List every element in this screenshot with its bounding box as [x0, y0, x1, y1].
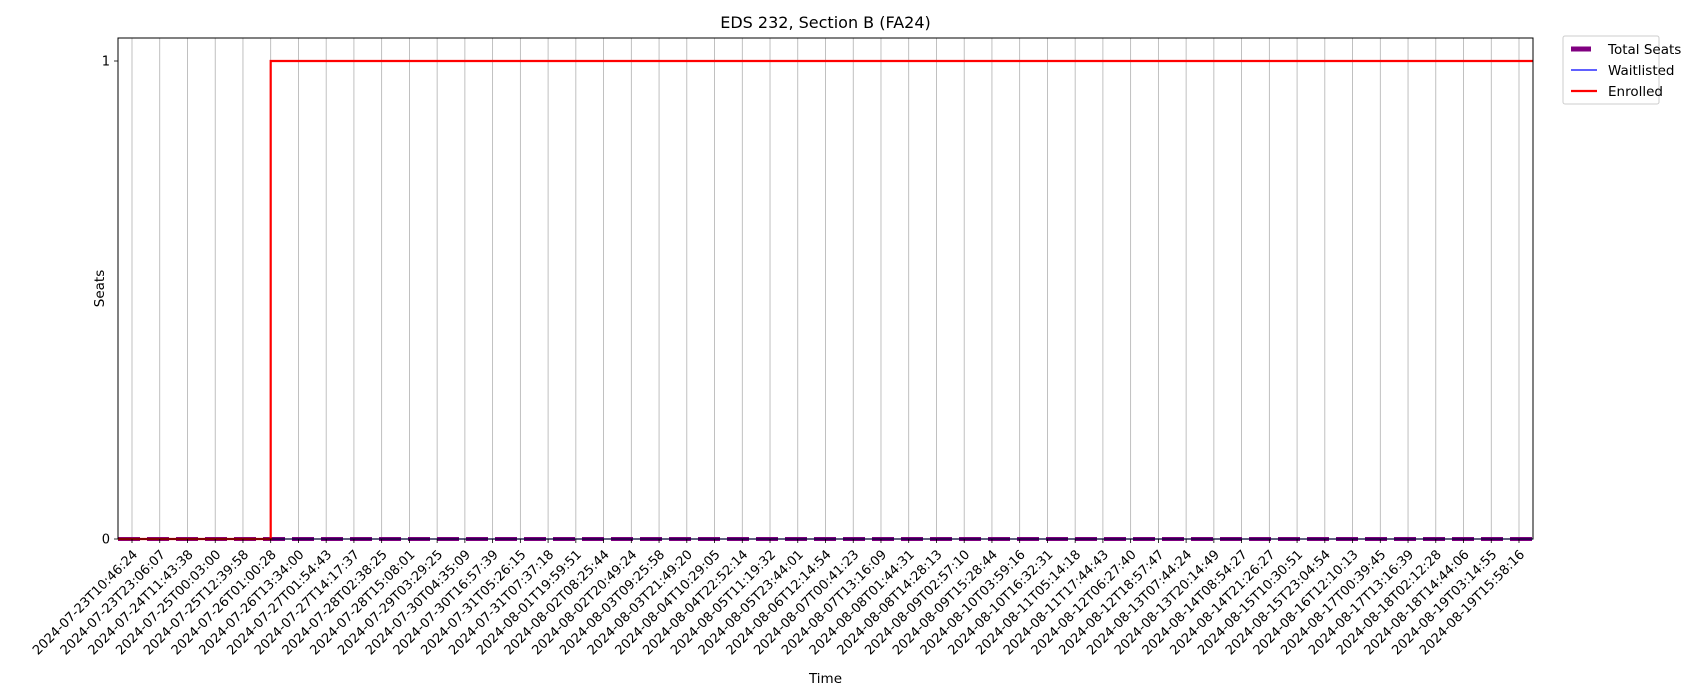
- legend-label: Total Seats: [1607, 42, 1681, 58]
- y-axis-ticks: 01: [102, 55, 118, 548]
- chart-title: EDS 232, Section B (FA24): [720, 13, 931, 32]
- y-tick-label: 0: [102, 533, 110, 548]
- y-axis-title: Seats: [92, 270, 108, 307]
- legend: Total Seats Waitlisted Enrolled: [1562, 35, 1681, 105]
- series-line-enrolled: [118, 59, 1533, 541]
- x-axis-title: Time: [808, 671, 842, 687]
- grid: [131, 38, 1520, 539]
- legend-box: [1562, 35, 1660, 105]
- y-tick-label: 1: [102, 55, 110, 70]
- legend-label: Waitlisted: [1608, 63, 1675, 79]
- legend-label: Enrolled: [1608, 84, 1663, 100]
- x-axis-ticks: 2024-07-23T10:46:242024-07-23T23:06:0720…: [30, 539, 1528, 658]
